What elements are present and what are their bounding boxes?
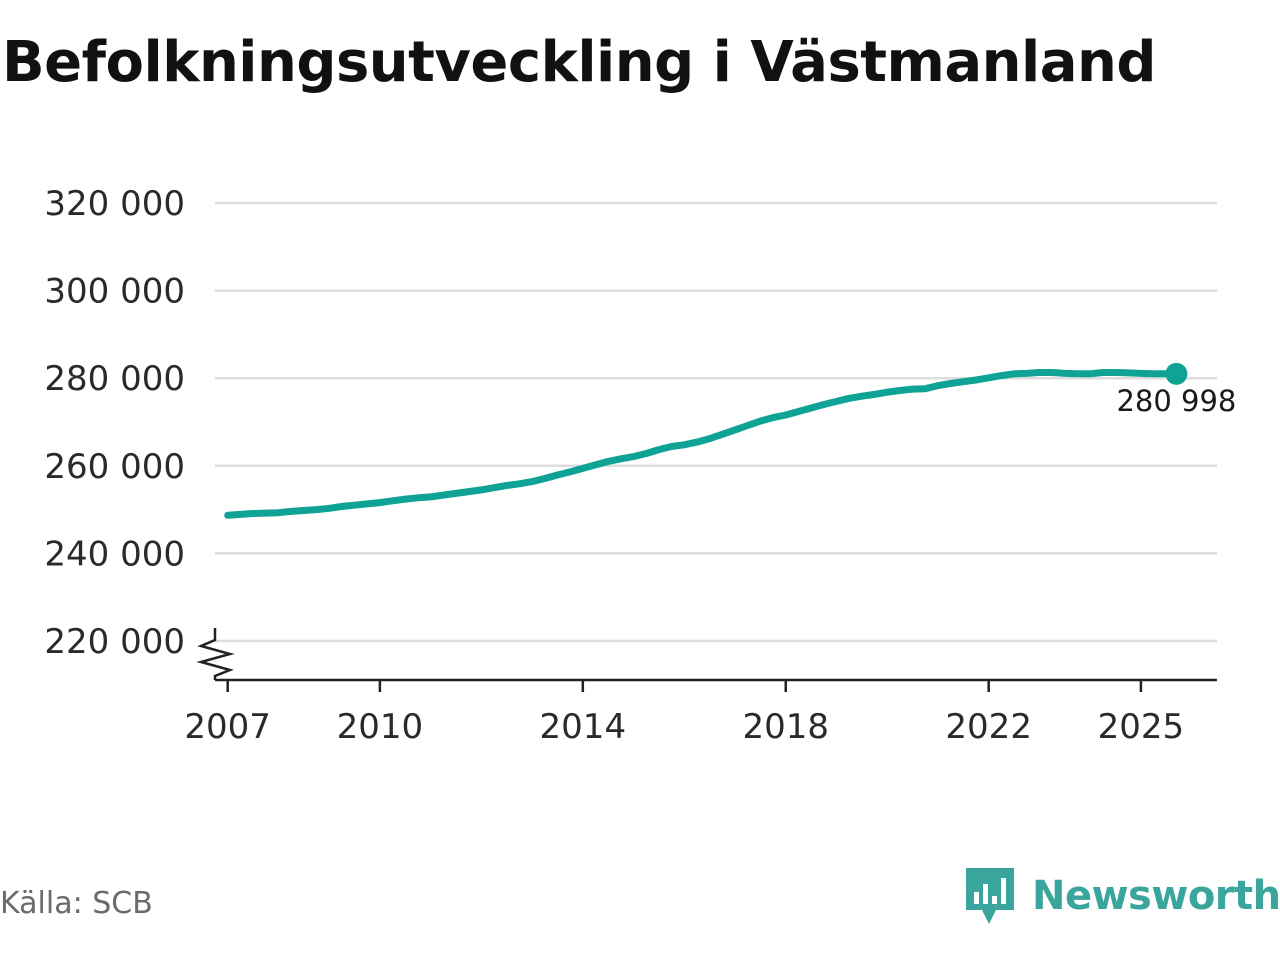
y-tick-label: 240 000 bbox=[44, 534, 185, 574]
y-axis-labels: 220 000 240 000 260 000 280 000 300 000 320 0… bbox=[44, 184, 185, 662]
y-tick-label: 220 000 bbox=[44, 622, 185, 662]
population-line bbox=[224, 369, 1180, 519]
end-value-label: 280 998 bbox=[1116, 384, 1236, 418]
brand-logo: Newsworthy bbox=[964, 864, 1280, 928]
grid-lines bbox=[215, 201, 1217, 643]
y-tick-label: 300 000 bbox=[44, 272, 185, 312]
x-axis-ticks: 2007 2010 2014 2018 2022 2025 bbox=[184, 680, 1184, 747]
series-layer: 280 998 bbox=[224, 362, 1236, 519]
y-tick-label: 280 000 bbox=[44, 359, 185, 399]
y-axis-break-icon bbox=[196, 628, 235, 680]
x-tick-label: 2018 bbox=[742, 707, 829, 747]
brand-name: Newsworthy bbox=[1032, 873, 1280, 919]
x-tick-label: 2007 bbox=[184, 707, 271, 747]
x-tick-label: 2014 bbox=[540, 707, 627, 747]
end-point-marker bbox=[1165, 362, 1188, 385]
newsworthy-logo-icon bbox=[966, 868, 1014, 924]
x-tick-label: 2025 bbox=[1098, 707, 1185, 747]
chart-title: Befolkningsutveckling i Västmanland bbox=[2, 30, 1157, 95]
y-tick-label: 320 000 bbox=[44, 184, 185, 224]
y-tick-label: 260 000 bbox=[44, 447, 185, 487]
source-label: Källa: SCB bbox=[0, 886, 153, 921]
x-tick-label: 2010 bbox=[337, 707, 424, 747]
x-tick-label: 2022 bbox=[945, 707, 1032, 747]
